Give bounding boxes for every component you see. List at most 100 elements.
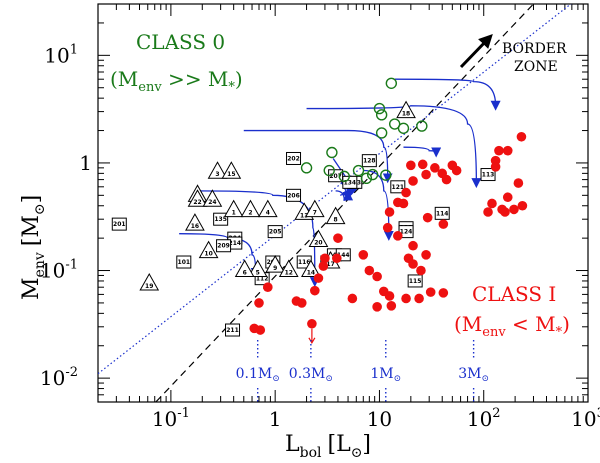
track-6 <box>394 78 501 111</box>
triangle-source-shape <box>207 161 228 179</box>
class1-point <box>384 291 395 301</box>
class0-cond-rel: >> M <box>162 67 229 91</box>
class1-point <box>296 298 307 308</box>
box-source-label: 207 <box>329 173 342 180</box>
box-source-label: 113 <box>482 172 495 179</box>
box-source: 202 <box>286 151 302 165</box>
triangle-source-label: 2 <box>248 210 252 217</box>
triangle-source-label: 20 <box>314 240 322 247</box>
class1-point <box>509 204 519 215</box>
triangle-source: 7 <box>304 199 325 218</box>
triangle-source-shape <box>308 229 329 248</box>
x-tick-label: 10 <box>367 407 392 431</box>
class0-point <box>338 170 350 183</box>
class1-point <box>372 302 382 312</box>
triangle-source: 22 <box>187 189 208 207</box>
class1-label: CLASS I <box>472 282 556 306</box>
box-source: 121 <box>390 180 406 194</box>
class0-label: CLASS 0 <box>136 30 225 54</box>
class1-point <box>307 318 317 329</box>
box-source: 101 <box>176 255 192 269</box>
class1-point <box>386 301 397 311</box>
triangle-source-shape <box>185 213 205 231</box>
triangle-source: 4 <box>257 199 278 218</box>
box-source-label: 115 <box>409 278 422 285</box>
class1-point <box>451 165 462 176</box>
mass-label: 3M⊙ <box>458 366 489 384</box>
class0-point <box>360 172 373 184</box>
mass-label: 0.3M⊙ <box>289 366 333 384</box>
class0-point <box>323 164 335 177</box>
class1-point <box>417 159 428 170</box>
track-3b <box>403 146 442 158</box>
class1-point <box>406 160 416 171</box>
y-label-sub: env <box>32 252 48 277</box>
box-source-label: 209 <box>217 243 230 250</box>
class1-point <box>332 253 342 264</box>
class0-point <box>326 146 338 159</box>
class1-point <box>414 293 424 304</box>
class1-point <box>382 222 393 233</box>
border-lines <box>98 4 572 402</box>
class1-point <box>438 288 449 298</box>
class0-cond-open: (M <box>110 67 138 91</box>
class0-point <box>385 77 398 89</box>
class0-point <box>300 162 313 174</box>
class1-point <box>398 198 409 209</box>
class1-point <box>421 169 431 180</box>
box-source: 205 <box>267 225 283 239</box>
triangle-source-label: 14 <box>307 270 315 277</box>
class1-point <box>502 145 513 156</box>
x-tick-label: 103 <box>571 406 600 431</box>
y-label-unit: [M <box>19 215 44 246</box>
triangle-source-label: 9 <box>273 265 277 272</box>
triangle-source-shape <box>187 189 208 207</box>
triangle-source-label: 10 <box>204 251 212 258</box>
mass-markers <box>256 340 475 402</box>
triangle-source-shape <box>396 100 416 119</box>
class1-point <box>313 273 324 283</box>
triangle-source-shape <box>221 161 242 179</box>
y-label-sun: ⊙ <box>32 203 48 215</box>
triangle-source-label: 4 <box>266 210 270 217</box>
class0-cond-sub: env <box>138 80 162 95</box>
x-tick-label: 1 <box>269 407 282 431</box>
upper-limit-head <box>308 337 316 344</box>
class1-point <box>254 298 264 308</box>
mass-label: 0.1M⊙ <box>236 366 280 384</box>
mass-label: 1M⊙ <box>370 366 401 384</box>
y-label-main: M <box>19 277 44 300</box>
triangle-source-label: 22 <box>193 199 201 206</box>
y-tick-label: 10-2 <box>40 365 78 390</box>
box-source-frame <box>225 323 241 337</box>
triangle-source: 6 <box>234 259 255 278</box>
class1-point <box>513 178 524 188</box>
box-source-frame <box>213 212 229 226</box>
x-label-main: L <box>285 432 300 457</box>
triangle-source: 15 <box>221 161 242 179</box>
x-tick-label: 102 <box>467 406 501 431</box>
box-source-label: 114 <box>436 210 449 217</box>
triangle-source: 18 <box>396 100 416 119</box>
box-source-label: 202 <box>287 155 300 162</box>
class1-point <box>441 174 452 185</box>
box-source: 135 <box>213 212 229 226</box>
border-zone-arrow <box>459 33 493 69</box>
border-zone-label-1: BORDER <box>502 41 567 57</box>
triangle-source-label: 18 <box>402 111 410 118</box>
box-source-frame <box>286 151 302 165</box>
box-source-frame <box>267 225 283 239</box>
class1-cond-open: (M <box>454 312 482 336</box>
class1-point <box>497 204 507 215</box>
class1-point <box>422 212 433 223</box>
class1-point <box>483 207 493 217</box>
class0-point <box>375 127 388 139</box>
class1-points <box>249 131 528 344</box>
triangle-source: 10 <box>198 240 219 259</box>
y-tick-label: 101 <box>44 42 78 67</box>
triangle-source-label: 13 <box>300 212 308 219</box>
triangle-source-shape <box>198 240 219 259</box>
triangle-sources: 31511222416101912456912131878141720 <box>139 100 416 291</box>
box-source-frame <box>361 154 377 168</box>
